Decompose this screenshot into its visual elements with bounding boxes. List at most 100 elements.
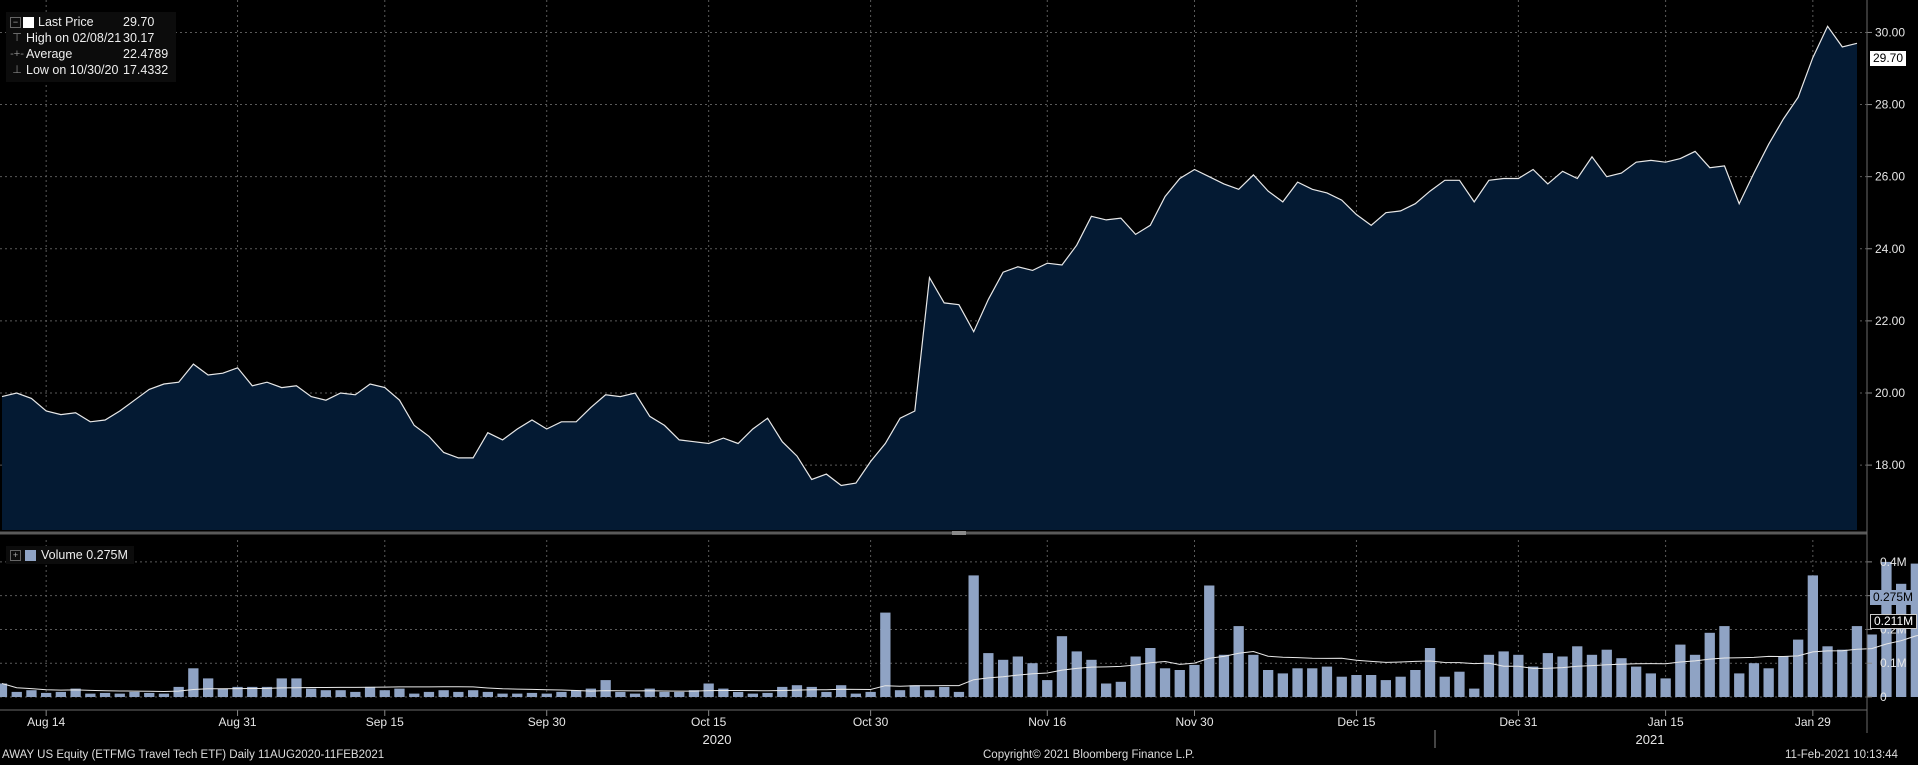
volume-bar bbox=[129, 691, 140, 697]
volume-bar bbox=[953, 691, 965, 697]
volume-bar bbox=[880, 612, 891, 697]
legend-row-average: -+- Average 22.4789 bbox=[10, 46, 168, 62]
volume-bar bbox=[26, 690, 37, 697]
volume-bar bbox=[1380, 680, 1391, 697]
volume-bar bbox=[777, 686, 788, 697]
volume-bar bbox=[836, 685, 847, 697]
volume-bar bbox=[1130, 656, 1141, 697]
volume-bar bbox=[674, 691, 685, 697]
volume-bar bbox=[1675, 644, 1686, 697]
volume-bar bbox=[909, 685, 920, 697]
volume-bar bbox=[806, 686, 817, 697]
volume-bar bbox=[747, 693, 758, 697]
volume-bar bbox=[600, 680, 611, 697]
volume-bar bbox=[306, 688, 317, 697]
volume-bar bbox=[114, 693, 125, 697]
volume-y-tick-label: 0.4M bbox=[1880, 555, 1907, 569]
volume-bar bbox=[1248, 654, 1259, 697]
volume-bar bbox=[1056, 636, 1068, 697]
x-tick-label: Sep 30 bbox=[528, 715, 566, 729]
volume-bar bbox=[350, 691, 361, 697]
volume-bar bbox=[394, 688, 405, 697]
volume-bar bbox=[232, 686, 243, 697]
volume-bar bbox=[1071, 651, 1082, 697]
volume-bar bbox=[541, 693, 552, 697]
price-legend: − Last Price 29.70 ⊤ High on 02/08/21 30.1… bbox=[6, 12, 177, 82]
volume-bar bbox=[1351, 675, 1362, 697]
volume-last-badge: 0.275M bbox=[1870, 590, 1917, 605]
volume-bar bbox=[894, 690, 906, 697]
legend-last-price-label: Last Price bbox=[38, 15, 94, 29]
footer-copyright: Copyright© 2021 Bloomberg Finance L.P. bbox=[983, 749, 1195, 761]
year-labels: 2020 2021 bbox=[703, 730, 1664, 748]
collapse-toggle-icon[interactable]: − bbox=[10, 16, 21, 28]
volume-bar bbox=[1793, 639, 1804, 697]
volume-bar bbox=[1763, 668, 1774, 697]
volume-bar bbox=[335, 690, 346, 697]
volume-swatch-icon bbox=[25, 549, 36, 561]
x-axis-ticks: Aug 14 Aug 31 Sep 15 Sep 30 Oct 15 Oct 30 Nov … bbox=[27, 710, 1831, 729]
volume-bar bbox=[1366, 675, 1377, 697]
volume-bar bbox=[85, 693, 96, 697]
volume-bar bbox=[629, 693, 641, 697]
x-tick-label: Oct 30 bbox=[853, 715, 889, 729]
volume-bar bbox=[1851, 626, 1863, 697]
volume-bar bbox=[1528, 666, 1539, 697]
volume-bar bbox=[1101, 683, 1112, 697]
volume-bar bbox=[158, 693, 170, 697]
volume-bar bbox=[70, 688, 81, 697]
volume-bar bbox=[409, 693, 420, 697]
footer-security-info: AWAY US Equity (ETFMG Travel Tech ETF) D… bbox=[2, 749, 385, 761]
volume-bar bbox=[1616, 658, 1627, 697]
volume-bar bbox=[1689, 654, 1701, 697]
volume-bar bbox=[173, 686, 184, 697]
volume-bar bbox=[1837, 649, 1848, 697]
volume-bar bbox=[1645, 673, 1656, 697]
volume-bar bbox=[11, 691, 22, 697]
volume-bar bbox=[217, 688, 228, 697]
volume-bar bbox=[659, 691, 670, 697]
volume-bar bbox=[1292, 668, 1303, 697]
volume-bar bbox=[585, 688, 596, 697]
volume-bar bbox=[1439, 676, 1450, 697]
volume-bar bbox=[1513, 654, 1524, 697]
price-y-tick-label: 28.00 bbox=[1875, 98, 1905, 112]
volume-bar bbox=[1572, 646, 1583, 697]
volume-average-line bbox=[1, 634, 1918, 693]
price-y-tick-label: 20.00 bbox=[1875, 386, 1905, 400]
legend-row-low: ⊥ Low on 10/30/20 17.4332 bbox=[10, 62, 168, 78]
volume-bar bbox=[1586, 654, 1598, 697]
volume-bar bbox=[1778, 656, 1789, 697]
volume-y-tick-label: 0.1M bbox=[1880, 656, 1907, 670]
volume-bar bbox=[1469, 688, 1480, 697]
volume-bar bbox=[1557, 656, 1568, 697]
volume-bar bbox=[1748, 663, 1760, 697]
volume-bar bbox=[733, 691, 744, 697]
volume-bar bbox=[1424, 648, 1436, 697]
volume-bar bbox=[939, 686, 950, 697]
collapse-toggle-icon[interactable]: + bbox=[10, 549, 21, 561]
volume-bar bbox=[1881, 561, 1892, 697]
volume-bar bbox=[850, 693, 861, 697]
volume-bar bbox=[261, 686, 273, 697]
high-marker-icon: ⊤ bbox=[12, 32, 22, 44]
volume-bar bbox=[188, 668, 199, 697]
volume-bar bbox=[468, 690, 479, 697]
panel-resize-handle[interactable] bbox=[952, 531, 966, 535]
x-tick-label: Aug 31 bbox=[219, 715, 257, 729]
volume-bar bbox=[1086, 659, 1097, 697]
volume-bar bbox=[688, 690, 700, 697]
volume-bar bbox=[0, 683, 8, 697]
volume-bar bbox=[41, 692, 52, 697]
volume-bar bbox=[512, 693, 523, 697]
volume-bar bbox=[998, 659, 1009, 697]
volume-bar bbox=[1601, 649, 1612, 697]
volume-avg-badge: 0.211M bbox=[1870, 614, 1918, 629]
volume-bar bbox=[497, 693, 508, 697]
x-tick-label: Aug 14 bbox=[27, 715, 65, 729]
volume-bar bbox=[1631, 666, 1642, 697]
legend-high-label: High on 02/08/21 bbox=[26, 31, 122, 45]
legend-high-value: 30.17 bbox=[123, 31, 155, 45]
price-line bbox=[1, 25, 1858, 487]
